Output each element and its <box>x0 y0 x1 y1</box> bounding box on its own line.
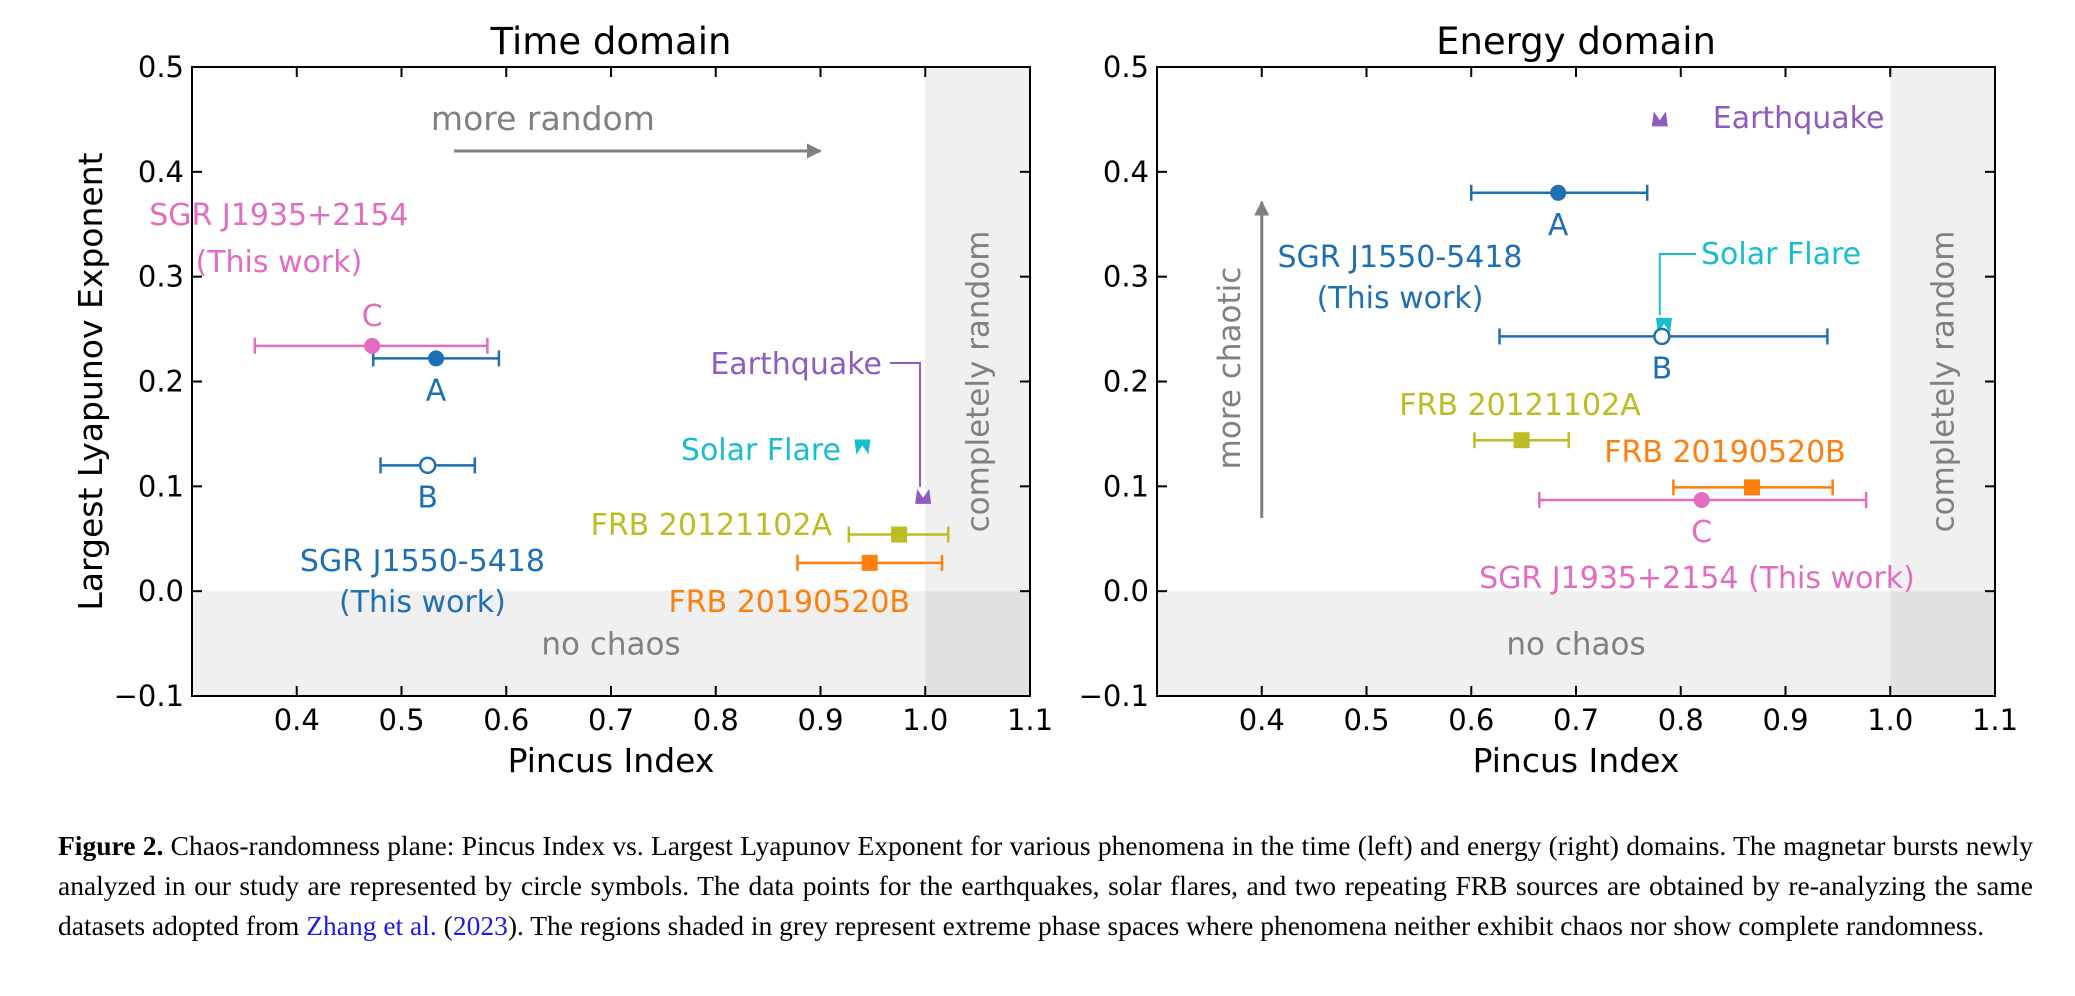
point-label-B: B <box>417 480 438 515</box>
time-domain-panel: no chaos completely random 0.4 0.5 0.6 0.7 0.8… <box>71 20 1053 780</box>
y-tick-label: 0.4 <box>138 155 184 189</box>
point-frb190520 <box>861 554 878 571</box>
point-frb121102 <box>1513 432 1530 449</box>
solar-flare-label: Solar Flare <box>681 433 841 468</box>
x-tick-label: 0.6 <box>1448 703 1494 737</box>
y-tick-label: 0.3 <box>1103 260 1149 294</box>
frb121102-label: FRB 20121102A <box>1399 388 1641 423</box>
y-tick-label: 0.4 <box>1103 155 1149 189</box>
y-tick-label: 0.5 <box>138 50 184 84</box>
x-axis-label: Pincus Index <box>1473 741 1680 780</box>
x-tick-label: 0.8 <box>693 703 739 737</box>
completely-random-label: completely random <box>1926 231 1962 533</box>
x-tick-label: 1.1 <box>1007 703 1053 737</box>
chart-title: Time domain <box>490 20 732 63</box>
point-label-A: A <box>426 373 447 408</box>
y-tick-label: 0.3 <box>138 260 184 294</box>
point-sgr1550 <box>1550 184 1567 201</box>
more-random-label: more random <box>431 99 655 138</box>
frb190520-label: FRB 20190520B <box>1604 435 1846 470</box>
y-tick-label: −0.1 <box>114 679 184 713</box>
y-tick-label: 0.0 <box>1103 574 1149 608</box>
sgr1935-note: (This work) <box>196 245 363 280</box>
caption-text-1: Chaos-randomness plane: Pincus Index vs.… <box>58 830 2033 941</box>
x-tick-label: 0.4 <box>274 703 320 737</box>
sgr1935-name: SGR J1935+2154 <box>149 198 408 233</box>
y-tick-label: 0.0 <box>138 574 184 608</box>
y-tick-label: 0.2 <box>1103 365 1149 399</box>
y-axis-label: Largest Lyapunov Exponent <box>71 152 110 610</box>
completely-random-label: completely random <box>961 231 997 533</box>
y-tick-label: 0.2 <box>138 365 184 399</box>
point-label-C: C <box>1691 515 1712 550</box>
caption-label: Figure 2. <box>58 830 164 861</box>
point-earthquake <box>915 488 932 504</box>
x-tick-label: 0.4 <box>1239 703 1285 737</box>
x-tick-label: 1.0 <box>902 703 948 737</box>
no-chaos-region <box>1157 591 1891 696</box>
point-label-C: C <box>362 299 383 334</box>
point-sgr1550-open <box>1653 327 1671 346</box>
x-tick-label: 0.7 <box>1553 703 1599 737</box>
corner-region <box>1890 591 1995 696</box>
point-sgr1550 <box>428 350 445 367</box>
sgr1550-note: (This work) <box>339 585 506 620</box>
point-earthquake <box>1651 111 1668 127</box>
random-region <box>1890 67 1995 592</box>
y-tick-label: 0.1 <box>138 469 184 503</box>
solar-flare-label: Solar Flare <box>1701 237 1861 272</box>
x-tick-label: 0.9 <box>797 703 843 737</box>
y-tick-label: 0.1 <box>1103 469 1149 503</box>
no-chaos-label: no chaos <box>1506 627 1645 663</box>
figure: no chaos completely random 0.4 0.5 0.6 0.7 0.8… <box>71 20 2018 780</box>
point-sgr1935 <box>364 337 381 354</box>
sgr1935-label: SGR J1935+2154 (This work) <box>1479 561 1915 596</box>
x-tick-label: 1.0 <box>1867 703 1913 737</box>
no-chaos-label: no chaos <box>541 627 680 663</box>
sgr1550-name: SGR J1550-5418 <box>1277 240 1522 275</box>
chart-title: Energy domain <box>1436 20 1716 63</box>
corner-region <box>925 591 1030 696</box>
caption-text-2: ). The regions shaded in grey represent … <box>507 910 1985 941</box>
x-tick-label: 0.9 <box>1762 703 1808 737</box>
frb121102-label: FRB 20121102A <box>591 508 833 543</box>
point-frb121102 <box>891 526 908 543</box>
x-tick-label: 0.5 <box>1343 703 1389 737</box>
caption-ref-year[interactable]: 2023 <box>452 910 508 941</box>
no-chaos-region <box>192 591 926 696</box>
earthquake-label: Earthquake <box>710 347 882 382</box>
caption-ref-open: ( <box>436 910 453 941</box>
earthquake-label: Earthquake <box>1713 101 1885 136</box>
x-tick-label: 0.7 <box>588 703 634 737</box>
frb190520-label: FRB 20190520B <box>669 585 911 620</box>
figure-caption: Figure 2. Chaos-randomness plane: Pincus… <box>58 826 2033 946</box>
random-region <box>925 67 1030 592</box>
y-tick-label: 0.5 <box>1103 50 1149 84</box>
x-tick-label: 0.8 <box>1658 703 1704 737</box>
point-label-A: A <box>1548 208 1569 243</box>
y-tick-label: −0.1 <box>1079 679 1149 713</box>
point-solar <box>854 439 871 455</box>
point-frb190520 <box>1743 479 1760 496</box>
x-tick-label: 0.5 <box>378 703 424 737</box>
earthquake-leader-line <box>890 362 922 487</box>
x-axis-label: Pincus Index <box>508 741 715 780</box>
x-tick-label: 1.1 <box>1972 703 2018 737</box>
more-chaotic-label: more chaotic <box>1212 267 1248 470</box>
energy-domain-panel: no chaos completely random 0.4 0.5 0.6 0.7 0.8… <box>1079 20 2018 780</box>
point-label-B: B <box>1652 351 1673 386</box>
point-sgr1550-open <box>418 456 437 475</box>
point-sgr1935 <box>1693 491 1710 508</box>
sgr1550-note: (This work) <box>1317 281 1484 316</box>
x-tick-label: 0.6 <box>483 703 529 737</box>
sgr1550-name: SGR J1550-5418 <box>300 544 545 579</box>
caption-ref-author[interactable]: Zhang et al. <box>306 910 437 941</box>
solar-leader-line <box>1658 253 1696 315</box>
